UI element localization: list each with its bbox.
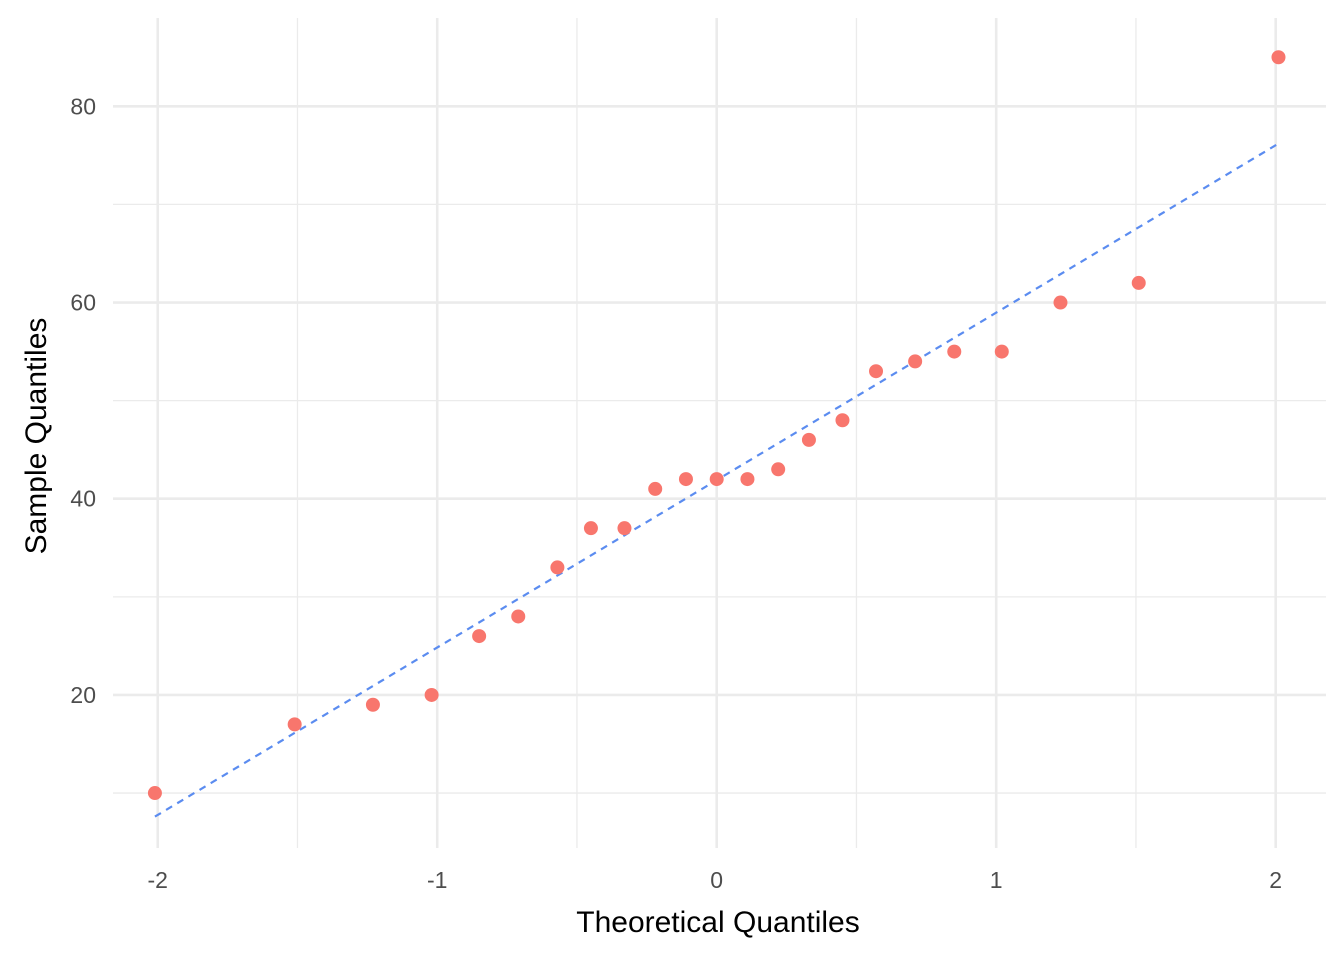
data-point bbox=[424, 687, 439, 702]
y-tick-label: 40 bbox=[70, 486, 96, 512]
x-tick-label: -2 bbox=[147, 867, 167, 893]
x-tick-label: 1 bbox=[990, 867, 1003, 893]
data-point bbox=[648, 481, 663, 496]
data-point bbox=[472, 629, 487, 644]
major-grid bbox=[113, 18, 1326, 848]
data-point bbox=[617, 521, 632, 536]
x-tick-label: 2 bbox=[1269, 867, 1282, 893]
points-layer bbox=[147, 50, 1286, 801]
x-axis-ticks: -2 -1 0 1 2 bbox=[147, 867, 1282, 893]
data-point bbox=[994, 344, 1009, 359]
data-point bbox=[771, 462, 786, 477]
data-point bbox=[709, 472, 724, 487]
data-point bbox=[1271, 50, 1286, 65]
x-tick-label: -1 bbox=[427, 867, 447, 893]
data-point bbox=[365, 697, 380, 712]
data-point bbox=[908, 354, 923, 369]
data-point bbox=[583, 521, 598, 536]
x-tick-label: 0 bbox=[710, 867, 723, 893]
data-point bbox=[869, 364, 884, 379]
data-point bbox=[550, 560, 565, 575]
data-point bbox=[287, 717, 302, 732]
y-tick-label: 80 bbox=[70, 93, 96, 119]
data-point bbox=[1131, 275, 1146, 290]
data-point bbox=[511, 609, 526, 624]
data-point bbox=[147, 786, 162, 801]
data-point bbox=[1053, 295, 1068, 310]
data-point bbox=[678, 472, 693, 487]
y-axis-title: Sample Quantiles bbox=[20, 318, 53, 555]
data-point bbox=[740, 472, 755, 487]
y-axis-ticks: 20 40 60 80 bbox=[70, 93, 96, 708]
y-tick-label: 60 bbox=[70, 290, 96, 316]
data-point bbox=[835, 413, 850, 428]
minor-grid bbox=[113, 18, 1326, 848]
y-tick-label: 20 bbox=[70, 682, 96, 708]
data-point bbox=[801, 432, 816, 447]
x-axis-title: Theoretical Quantiles bbox=[576, 906, 859, 939]
data-point bbox=[947, 344, 962, 359]
